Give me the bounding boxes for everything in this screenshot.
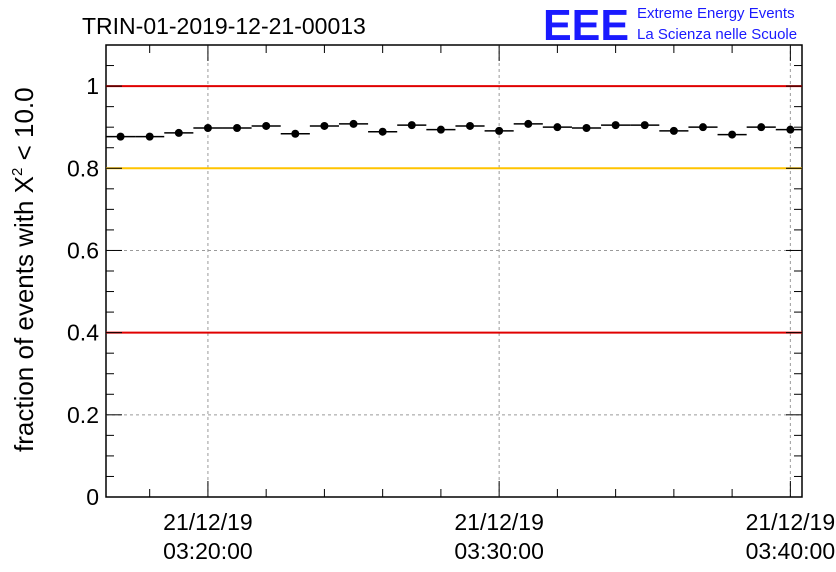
data-point <box>320 121 329 130</box>
data-point <box>466 121 475 130</box>
y-tick-label: 0 <box>86 484 99 510</box>
x-tick-time: 03:40:00 <box>746 538 836 564</box>
data-point <box>262 121 271 130</box>
grid-layer <box>106 45 802 497</box>
data-point <box>436 125 445 134</box>
x-tick-date: 21/12/19 <box>454 509 544 535</box>
y-axis-label: fraction of events with X2 < 10.0 <box>9 87 39 452</box>
data-point <box>728 130 737 139</box>
y-axis-label-suffix: < 10.0 <box>9 87 39 167</box>
data-point <box>174 128 183 137</box>
chart-title: TRIN-01-2019-12-21-00013 <box>82 13 366 39</box>
y-tick-label: 0.6 <box>67 237 99 263</box>
data-point <box>378 127 387 136</box>
data-point <box>582 124 591 133</box>
tick-labels: 0 0.2 0.4 0.6 0.8 1 21/12/19 03:20:00 21/12/19 03… <box>67 73 835 564</box>
axis-ticks <box>106 44 802 498</box>
data-point <box>495 126 504 135</box>
y-tick-label: 0.4 <box>67 320 99 346</box>
data-point <box>291 129 300 138</box>
y-tick-label: 0.8 <box>67 155 99 181</box>
data-point <box>407 121 416 130</box>
plot-frame <box>105 44 803 498</box>
logo-line-2: La Scienza nelle Scuole <box>637 26 797 43</box>
y-tick-label: 0.2 <box>67 402 99 428</box>
x-tick-date: 21/12/19 <box>163 509 253 535</box>
reference-lines <box>106 85 802 334</box>
data-point <box>233 124 242 133</box>
data-point <box>145 132 154 141</box>
data-point <box>786 125 795 134</box>
data-point <box>524 119 533 128</box>
data-point <box>203 124 212 133</box>
eee-logo: EEE Extreme Energy Events La Scienza nel… <box>543 1 797 50</box>
data-point <box>611 121 620 130</box>
y-axis-label-superscript: 2 <box>9 168 26 176</box>
logo-line-1: Extreme Energy Events <box>637 5 795 22</box>
x-tick-time: 03:20:00 <box>163 538 253 564</box>
data-point <box>698 123 707 132</box>
data-points <box>106 119 802 141</box>
y-axis-label-prefix: fraction of events with X <box>9 176 39 452</box>
data-point <box>757 123 766 132</box>
y-tick-label: 1 <box>86 73 99 99</box>
x-tick-time: 03:30:00 <box>454 538 544 564</box>
x-tick-date: 21/12/19 <box>746 509 836 535</box>
data-point <box>669 126 678 135</box>
logo-mark: EEE <box>543 1 629 50</box>
data-point <box>640 121 649 130</box>
data-point <box>116 132 125 141</box>
data-point <box>349 119 358 128</box>
data-point <box>553 123 562 132</box>
